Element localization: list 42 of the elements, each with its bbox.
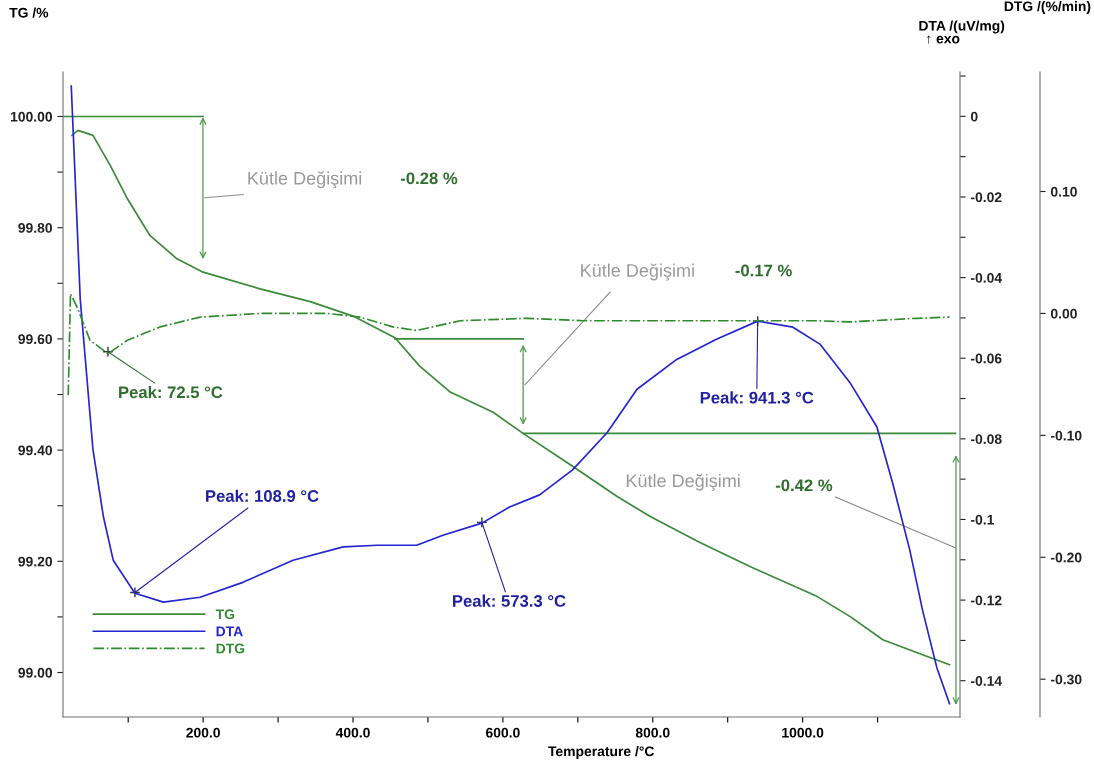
y2-tick-label: -0.14 bbox=[970, 676, 1002, 686]
y-tick-label: 100.00 bbox=[10, 111, 53, 122]
x-tick-label: 200.0 bbox=[186, 727, 220, 738]
text: ↑ exo bbox=[927, 35, 960, 44]
annotation: -0.28 % bbox=[400, 172, 458, 185]
y3-tick-label: -0.10 bbox=[1050, 430, 1082, 441]
y2-tick-label: -0.12 bbox=[970, 595, 1002, 606]
y-tick-label: 99.20 bbox=[18, 556, 53, 567]
annotation: Peak: 573.3 °C bbox=[453, 594, 566, 607]
text: DTA bbox=[216, 626, 243, 637]
annotation: Kütle Değişimi bbox=[626, 473, 740, 491]
y2-tick-label: 0 bbox=[970, 111, 978, 122]
text: TG bbox=[215, 609, 235, 620]
y3-tick-label: 0.10 bbox=[1050, 186, 1077, 197]
y3-tick-label: 0.00 bbox=[1050, 308, 1077, 319]
y-tick-label: 99.60 bbox=[18, 334, 53, 345]
annotation: Peak: 941.3 °C bbox=[700, 391, 814, 404]
y-tick-label: 99.80 bbox=[18, 223, 53, 233]
x-tick-label: 400.0 bbox=[335, 727, 370, 738]
y3-tick-label: -0.30 bbox=[1050, 674, 1082, 685]
y2-axis-title: DTA /(uV/mg) bbox=[919, 20, 1005, 34]
y2-tick-label: -0.04 bbox=[970, 272, 1002, 283]
x-tick-label: 600.0 bbox=[486, 727, 520, 738]
y2-tick-label: -0.08 bbox=[970, 434, 1002, 445]
annotation: -0.42 % bbox=[775, 479, 833, 492]
y2-tick-label: -0.02 bbox=[970, 192, 1002, 203]
x-axis-title: Temperature /°C bbox=[548, 746, 655, 759]
annotation: Kütle Değişimi bbox=[248, 171, 362, 189]
y3-tick-label: -0.20 bbox=[1050, 552, 1082, 563]
x-tick-label: 1000.0 bbox=[782, 727, 824, 738]
x-tick-label: 800.0 bbox=[635, 727, 670, 738]
y-tick-label: 99.40 bbox=[18, 445, 53, 456]
y3-axis-title: DTG /(%/min) bbox=[1004, 1, 1091, 14]
annotation: -0.17 % bbox=[735, 264, 792, 277]
annotation: Kütle Değişimi bbox=[581, 263, 694, 281]
y2-tick-label: -0.06 bbox=[970, 353, 1002, 364]
text: DTG bbox=[216, 643, 245, 654]
y-tick-label: 99.00 bbox=[18, 667, 53, 678]
annotation: Peak: 72.5 °C bbox=[119, 385, 223, 399]
annotation: Peak: 108.9 °C bbox=[206, 489, 319, 502]
y2-tick-label: -0.1 bbox=[970, 514, 994, 525]
y-axis-title: TG /% bbox=[9, 7, 49, 18]
